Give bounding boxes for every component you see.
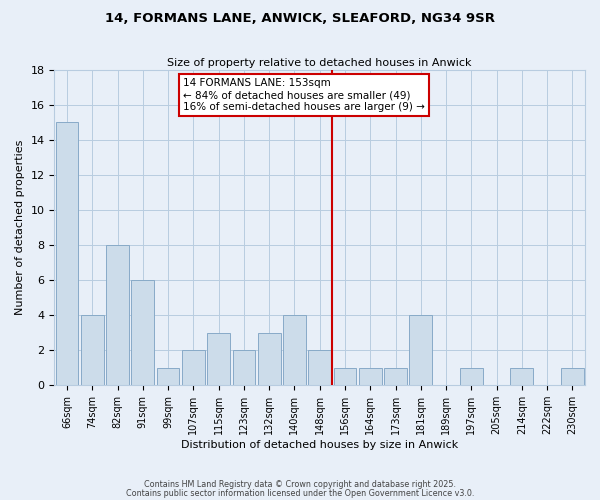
Bar [157, 368, 179, 385]
Text: 14, FORMANS LANE, ANWICK, SLEAFORD, NG34 9SR: 14, FORMANS LANE, ANWICK, SLEAFORD, NG34… [105, 12, 495, 26]
Bar [207, 332, 230, 385]
Bar [561, 368, 584, 385]
Text: Contains HM Land Registry data © Crown copyright and database right 2025.: Contains HM Land Registry data © Crown c… [144, 480, 456, 489]
Bar [511, 368, 533, 385]
Text: 14 FORMANS LANE: 153sqm
← 84% of detached houses are smaller (49)
16% of semi-de: 14 FORMANS LANE: 153sqm ← 84% of detache… [183, 78, 425, 112]
Bar [334, 368, 356, 385]
Title: Size of property relative to detached houses in Anwick: Size of property relative to detached ho… [167, 58, 472, 68]
Text: Contains public sector information licensed under the Open Government Licence v3: Contains public sector information licen… [126, 488, 474, 498]
Bar [409, 315, 432, 385]
Bar [359, 368, 382, 385]
Bar [56, 122, 79, 385]
Bar [258, 332, 281, 385]
Bar [283, 315, 306, 385]
Bar [131, 280, 154, 385]
Bar [460, 368, 482, 385]
Bar [182, 350, 205, 385]
Bar [233, 350, 255, 385]
Bar [106, 245, 129, 385]
Bar [81, 315, 104, 385]
Bar [384, 368, 407, 385]
X-axis label: Distribution of detached houses by size in Anwick: Distribution of detached houses by size … [181, 440, 458, 450]
Bar [308, 350, 331, 385]
Y-axis label: Number of detached properties: Number of detached properties [15, 140, 25, 315]
